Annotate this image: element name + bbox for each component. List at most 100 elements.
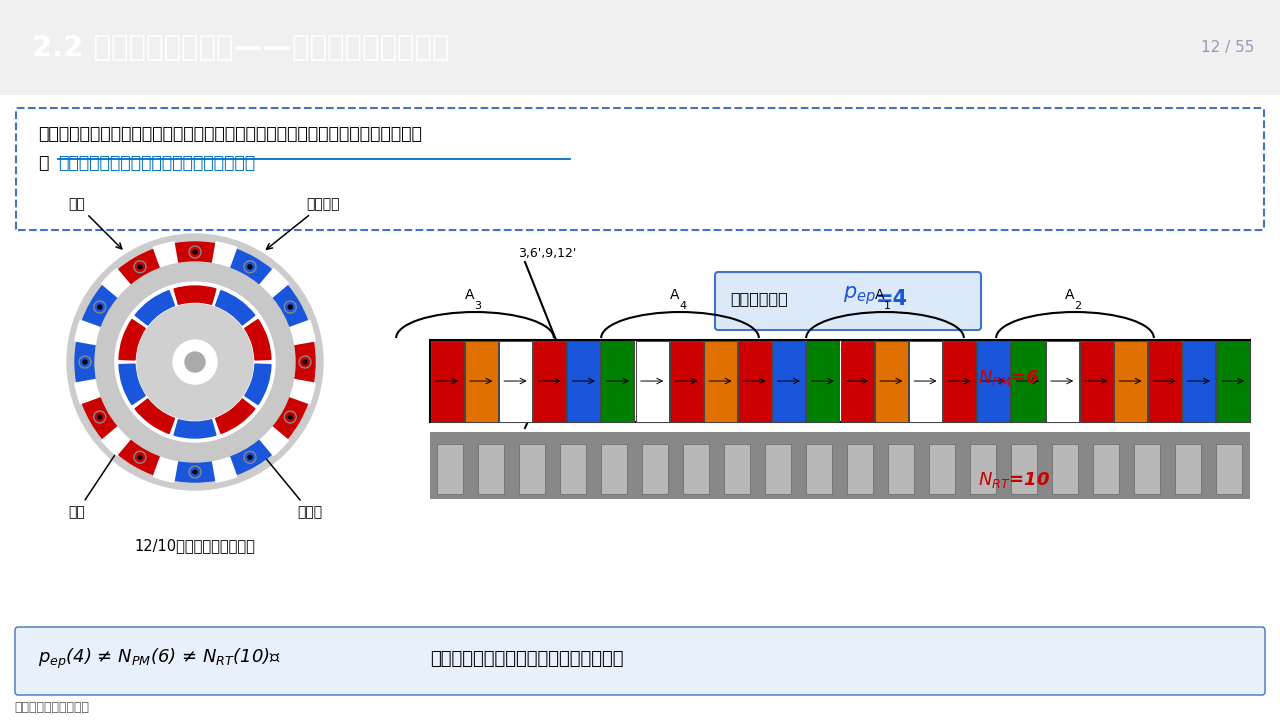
Bar [1175, 444, 1201, 494]
Bar [929, 444, 955, 494]
Bar [847, 444, 873, 494]
Wedge shape [244, 364, 271, 405]
Bar [1052, 444, 1078, 494]
Bar [1134, 444, 1160, 494]
Text: 3: 3 [474, 301, 481, 311]
Text: 《电工技术学报》发布: 《电工技术学报》发布 [14, 701, 90, 714]
Text: 2: 2 [1074, 301, 1082, 311]
Wedge shape [154, 242, 180, 282]
Wedge shape [136, 399, 174, 433]
Bar [1114, 341, 1147, 421]
Bar [943, 341, 977, 421]
Bar [772, 341, 805, 421]
Text: 定子绕组极对数必须等于转子磁场极对数。: 定子绕组极对数必须等于转子磁场极对数。 [58, 154, 255, 172]
Wedge shape [251, 418, 288, 456]
Wedge shape [265, 394, 307, 439]
Bar [739, 341, 771, 421]
Bar [438, 444, 463, 494]
Bar [1011, 444, 1037, 494]
Wedge shape [74, 377, 114, 404]
Circle shape [97, 305, 101, 309]
Wedge shape [227, 433, 273, 474]
Wedge shape [215, 291, 255, 325]
Wedge shape [275, 377, 315, 404]
Wedge shape [210, 242, 237, 282]
Bar [465, 341, 498, 421]
Text: 3,6',9,12': 3,6',9,12' [518, 247, 576, 260]
Bar [888, 444, 914, 494]
Wedge shape [265, 285, 307, 330]
Wedge shape [174, 420, 216, 438]
FancyBboxPatch shape [716, 272, 980, 330]
Text: $p_{ep}$(4) ≠ $N_{PM}$(6) ≠ $N_{RT}$(10)，: $p_{ep}$(4) ≠ $N_{PM}$(6) ≠ $N_{RT}$(10)… [38, 647, 282, 671]
Wedge shape [251, 269, 288, 307]
Bar [430, 341, 463, 421]
Text: 等效极对数：: 等效极对数： [730, 292, 787, 307]
Circle shape [303, 360, 307, 364]
Circle shape [115, 282, 275, 442]
Bar [970, 444, 996, 494]
Bar [520, 444, 545, 494]
Bar [1216, 444, 1242, 494]
Wedge shape [275, 320, 315, 347]
Bar [684, 444, 709, 494]
Text: 1: 1 [884, 301, 891, 311]
Text: 工作原理难以用传统电机学理论来解释。: 工作原理难以用传统电机学理论来解释。 [430, 650, 623, 668]
Wedge shape [285, 341, 315, 383]
Circle shape [95, 262, 294, 462]
Circle shape [193, 250, 197, 254]
Bar [1046, 341, 1079, 421]
Circle shape [97, 415, 101, 419]
Text: $p_{ep}$: $p_{ep}$ [844, 284, 876, 307]
Circle shape [248, 455, 252, 459]
Wedge shape [74, 320, 114, 347]
Text: 是: 是 [38, 154, 49, 172]
Wedge shape [227, 249, 273, 292]
Wedge shape [136, 291, 174, 325]
Bar [909, 341, 942, 421]
Circle shape [186, 352, 205, 372]
Text: 电枢绕组: 电枢绕组 [266, 197, 339, 249]
Bar [561, 444, 586, 494]
Circle shape [67, 234, 323, 490]
Bar [567, 341, 600, 421]
Bar [430, 340, 1251, 422]
Wedge shape [244, 320, 271, 360]
Wedge shape [101, 269, 140, 307]
Text: A: A [465, 288, 475, 302]
Wedge shape [118, 249, 164, 292]
Wedge shape [174, 242, 216, 271]
Bar [479, 444, 504, 494]
Bar [1093, 444, 1119, 494]
Circle shape [288, 305, 292, 309]
Circle shape [173, 340, 218, 384]
Bar [1183, 341, 1215, 421]
Bar [1148, 341, 1181, 421]
Bar [1216, 341, 1249, 421]
Wedge shape [215, 399, 255, 433]
FancyBboxPatch shape [15, 108, 1265, 230]
Bar [430, 432, 1251, 499]
Bar [977, 341, 1010, 421]
Circle shape [193, 470, 197, 474]
Wedge shape [82, 394, 124, 439]
Bar [1079, 341, 1112, 421]
Text: 转子: 转子 [69, 391, 157, 519]
Wedge shape [82, 285, 124, 330]
Wedge shape [119, 320, 145, 360]
Text: 1,4',7,10': 1,4',7,10' [708, 358, 767, 371]
Wedge shape [154, 443, 180, 482]
Text: 永磁体: 永磁体 [248, 436, 323, 519]
Text: A: A [669, 288, 680, 302]
Circle shape [138, 265, 142, 269]
Text: A: A [1065, 288, 1074, 302]
Text: 2',5,8',11: 2',5,8',11 [529, 436, 586, 449]
Bar [806, 341, 840, 421]
Text: $N_{RT}$=10: $N_{RT}$=10 [978, 470, 1050, 490]
Bar [669, 341, 703, 421]
Bar [765, 444, 791, 494]
Wedge shape [174, 453, 216, 482]
Bar [532, 341, 566, 421]
Bar [635, 341, 668, 421]
Bar [499, 341, 532, 421]
